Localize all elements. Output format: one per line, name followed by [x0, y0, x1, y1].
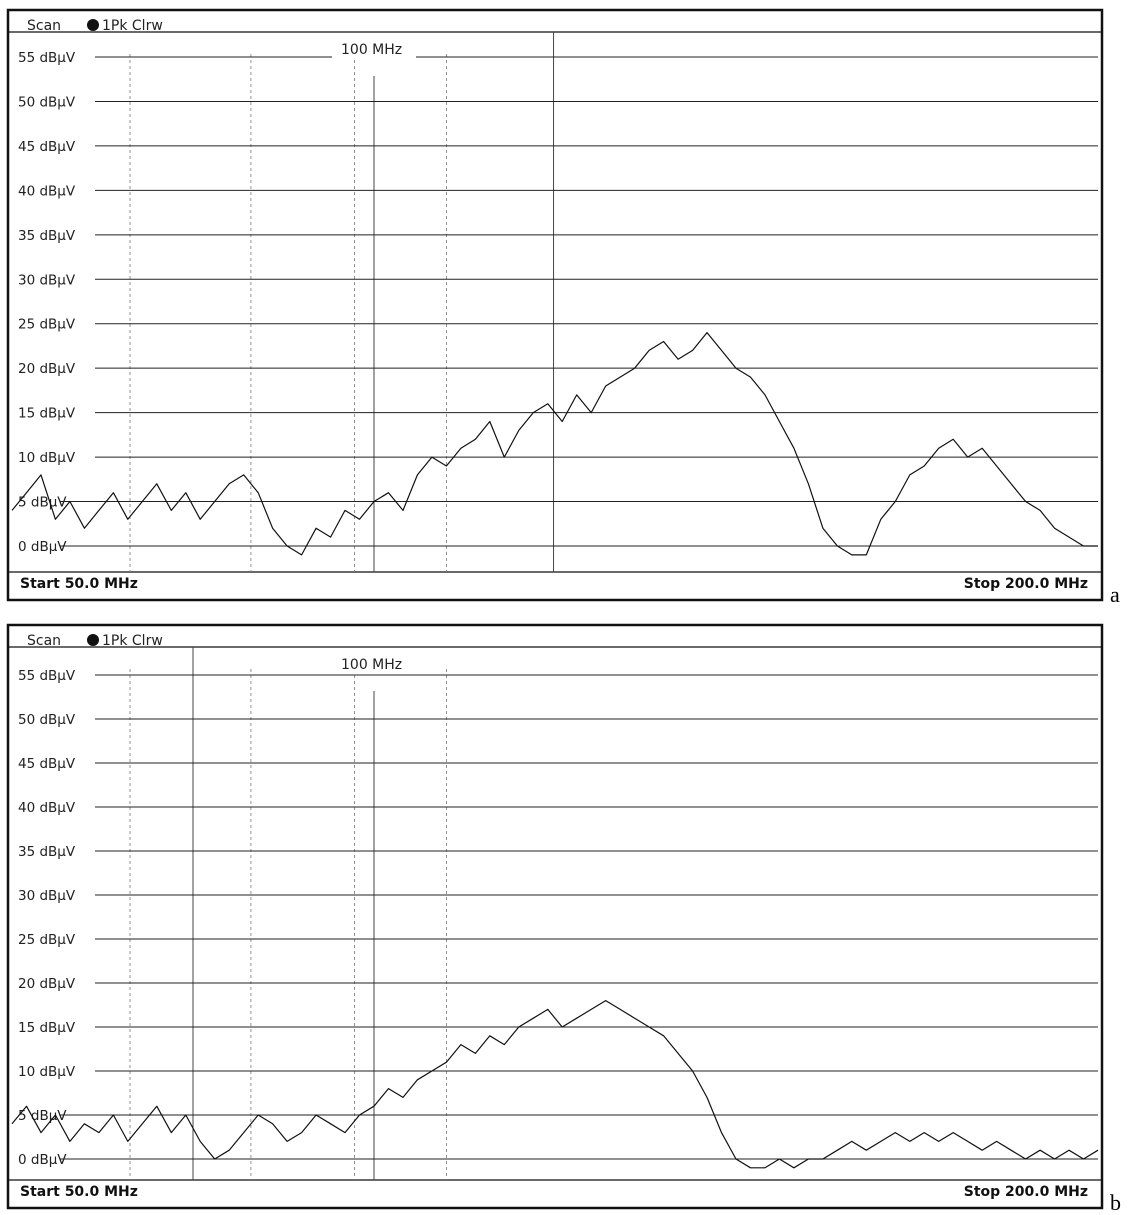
chart-panel-b: Scan 1Pk Clrw 55 dBµV 50 dBµV 45 dBµV 40 dBµV…: [0, 615, 1128, 1215]
start-frequency-label: Start 50.0 MHz: [20, 1184, 138, 1200]
start-frequency-label: Start 50.0 MHz: [20, 576, 138, 592]
y-tick-label-40: 40 dBµV: [18, 800, 76, 816]
marker-label: 100 MHz: [341, 42, 402, 58]
y-tick-label-5: 5 dBµV: [18, 495, 67, 511]
spectrum-chart-a: Scan 1Pk Clrw 55 dBµV 50 dBµV 45 dBµV 40 dBµV…: [6, 8, 1120, 607]
y-tick-label-0: 0 dBµV: [18, 1152, 67, 1168]
chart-panel-a: Scan 1Pk Clrw 55 dBµV 50 dBµV 45 dBµV 40 dBµV…: [0, 0, 1128, 607]
trace-dot-icon: [87, 634, 99, 646]
spectrum-trace: [11, 332, 1098, 556]
trace-label: 1Pk Clrw: [102, 633, 163, 649]
marker-label: 100 MHz: [341, 657, 402, 673]
y-tick-label-35: 35 dBµV: [18, 844, 76, 860]
y-tick-label-20: 20 dBµV: [18, 976, 76, 992]
y-tick-label-30: 30 dBµV: [18, 888, 76, 904]
chart-frame: [6, 623, 1104, 1210]
y-tick-label-10: 10 dBµV: [18, 1064, 76, 1080]
y-tick-label-15: 15 dBµV: [18, 1020, 76, 1036]
chart-frame: [6, 8, 1104, 602]
y-tick-label-35: 35 dBµV: [18, 228, 76, 244]
y-tick-label-55: 55 dBµV: [18, 668, 76, 684]
y-tick-label-50: 50 dBµV: [18, 94, 76, 110]
y-tick-label-20: 20 dBµV: [18, 361, 76, 377]
scan-title: Scan: [27, 633, 61, 649]
y-tick-label-55: 55 dBµV: [18, 50, 76, 66]
spectrum-chart-b: Scan 1Pk Clrw 55 dBµV 50 dBµV 45 dBµV 40 dBµV…: [6, 623, 1121, 1215]
y-tick-label-45: 45 dBµV: [18, 756, 76, 772]
y-tick-label-0: 0 dBµV: [18, 539, 67, 555]
panel-label: b: [1110, 1190, 1121, 1215]
panel-label: a: [1110, 582, 1120, 607]
stop-frequency-label: Stop 200.0 MHz: [964, 576, 1088, 592]
y-tick-label-40: 40 dBµV: [18, 183, 76, 199]
marker-label-bg: [332, 42, 416, 58]
y-tick-label-50: 50 dBµV: [18, 712, 76, 728]
spectrum-trace: [11, 1000, 1099, 1169]
y-tick-label-25: 25 dBµV: [18, 932, 76, 948]
y-tick-label-10: 10 dBµV: [18, 450, 76, 466]
scan-title: Scan: [27, 18, 61, 34]
y-tick-label-30: 30 dBµV: [18, 272, 76, 288]
y-tick-label-45: 45 dBµV: [18, 139, 76, 155]
y-tick-label-5: 5 dBµV: [18, 1108, 67, 1124]
trace-dot-icon: [87, 19, 99, 31]
marker-label-bg: [332, 657, 416, 673]
trace-label: 1Pk Clrw: [102, 18, 163, 34]
y-tick-label-25: 25 dBµV: [18, 317, 76, 333]
stop-frequency-label: Stop 200.0 MHz: [964, 1184, 1088, 1200]
y-tick-label-15: 15 dBµV: [18, 406, 76, 422]
